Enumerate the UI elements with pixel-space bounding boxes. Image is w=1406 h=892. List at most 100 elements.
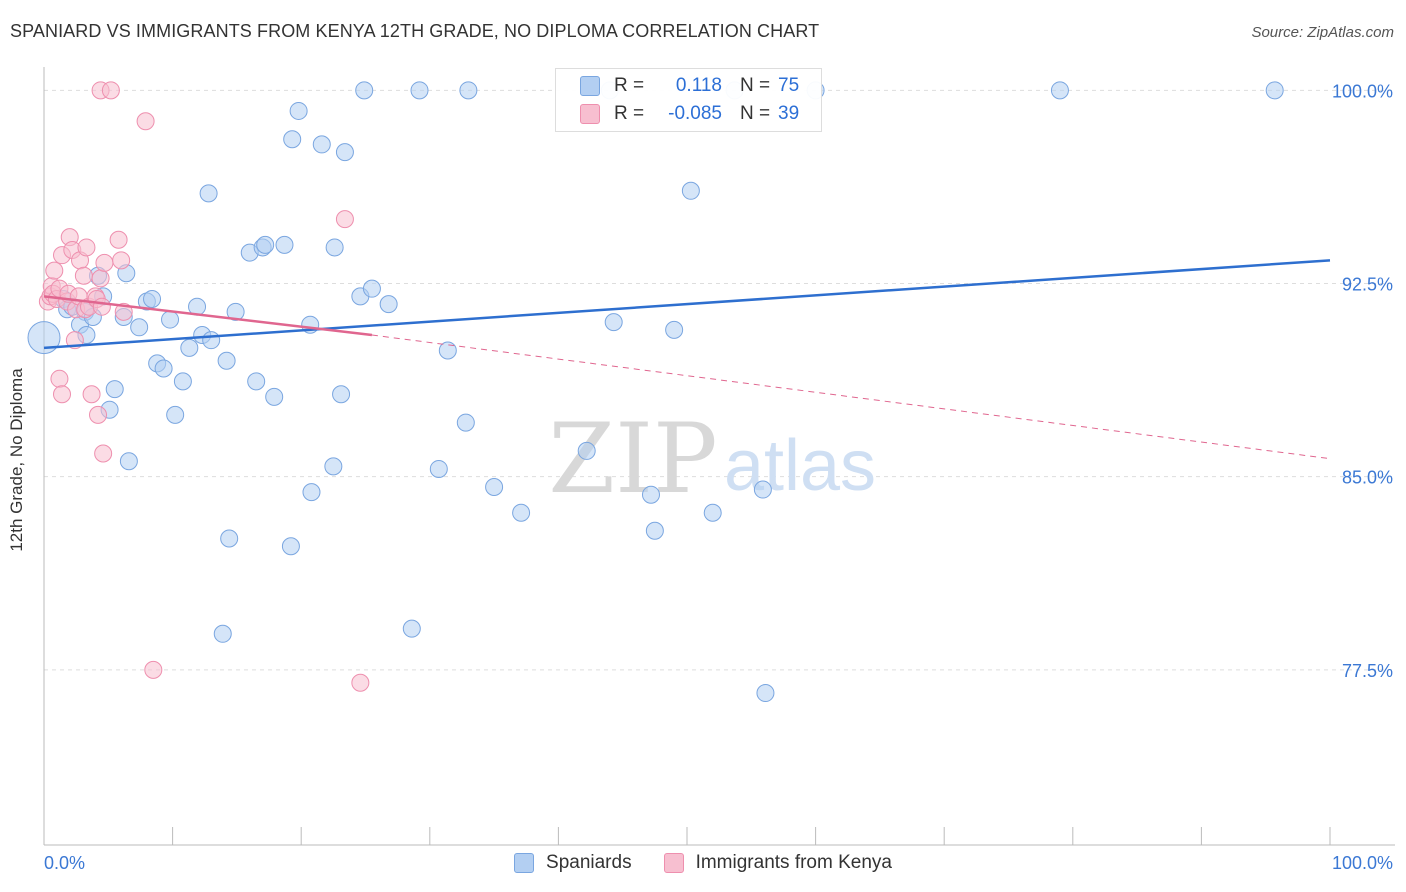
spaniards-point bbox=[410, 81, 429, 100]
spaniards-swatch bbox=[580, 76, 600, 96]
spaniards-point bbox=[379, 295, 398, 314]
spaniards-point bbox=[512, 503, 531, 522]
spaniards-point bbox=[703, 503, 722, 522]
spaniards-point bbox=[289, 101, 308, 120]
kenya-swatch bbox=[580, 104, 600, 124]
legend-row-spaniards: R = 0.118 N = 75 bbox=[556, 73, 799, 99]
kenya-point bbox=[82, 385, 101, 404]
kenya-points bbox=[38, 81, 370, 692]
n-value: 39 bbox=[778, 103, 800, 124]
spaniards-point bbox=[226, 302, 245, 321]
spaniards-point bbox=[213, 624, 232, 643]
kenya-point bbox=[136, 112, 155, 131]
spaniards-point bbox=[247, 372, 266, 391]
kenya-point bbox=[50, 369, 69, 388]
kenya-trend-extension bbox=[371, 334, 1331, 460]
legend-label-spaniards: Spaniards bbox=[546, 852, 632, 873]
y-tick-label: 100.0% bbox=[1332, 81, 1393, 101]
spaniards-point bbox=[604, 313, 623, 332]
spaniards-point bbox=[459, 81, 478, 100]
spaniards-point bbox=[335, 143, 354, 162]
watermark: ZIP atlas bbox=[548, 403, 876, 515]
spaniards-point bbox=[199, 184, 218, 203]
kenya-point bbox=[74, 266, 93, 285]
spaniards-point bbox=[180, 338, 199, 357]
kenya-point bbox=[77, 238, 96, 257]
spaniards-point bbox=[355, 81, 374, 100]
tick-labels: 100.0% 92.5% 85.0% 77.5% 0.0% 100.0% bbox=[44, 81, 1393, 873]
r-value: -0.085 bbox=[668, 103, 722, 124]
spaniards-point bbox=[119, 452, 138, 471]
spaniards-point bbox=[645, 521, 664, 540]
legend-label-kenya: Immigrants from Kenya bbox=[695, 852, 892, 873]
spaniards-point bbox=[27, 321, 61, 355]
kenya-point bbox=[92, 297, 111, 316]
spaniards-point bbox=[265, 387, 284, 406]
spaniards-point bbox=[577, 441, 596, 460]
r-label: R = bbox=[614, 75, 645, 96]
legend-item-kenya: Immigrants from Kenya bbox=[663, 852, 892, 874]
spaniards-point bbox=[154, 359, 173, 378]
spaniards-point bbox=[681, 181, 700, 200]
spaniards-point bbox=[665, 320, 684, 339]
n-value: 75 bbox=[778, 75, 800, 96]
r-value: 0.118 bbox=[675, 75, 722, 96]
spaniards-point bbox=[202, 331, 221, 350]
spaniards-point bbox=[438, 341, 457, 360]
spaniards-point bbox=[402, 619, 421, 638]
spaniards-point bbox=[256, 235, 275, 254]
spaniards-point bbox=[143, 289, 162, 308]
x-tick-label: 100.0% bbox=[1332, 853, 1393, 873]
spaniards-point bbox=[130, 318, 149, 337]
trend-lines bbox=[43, 259, 1331, 460]
spaniards-point bbox=[641, 485, 660, 504]
kenya-point bbox=[109, 230, 128, 249]
chart-title: SPANIARD VS IMMIGRANTS FROM KENYA 12TH G… bbox=[10, 21, 820, 41]
spaniards-point bbox=[105, 380, 124, 399]
spaniards-point bbox=[283, 130, 302, 149]
spaniards-point bbox=[1050, 81, 1069, 100]
kenya-point bbox=[53, 385, 72, 404]
kenya-point bbox=[89, 405, 108, 424]
watermark-atlas: atlas bbox=[724, 426, 876, 506]
kenya-legend-swatch bbox=[663, 853, 684, 873]
r-label: R = bbox=[614, 103, 645, 124]
spaniards-legend-swatch bbox=[514, 853, 535, 873]
kenya-point bbox=[114, 302, 133, 321]
spaniards-point bbox=[362, 279, 381, 298]
spaniards-point bbox=[1265, 81, 1284, 100]
spaniards-point bbox=[161, 310, 180, 329]
spaniards-point bbox=[332, 385, 351, 404]
y-tick-label: 85.0% bbox=[1342, 468, 1393, 488]
spaniards-trend-line bbox=[43, 259, 1331, 350]
axes bbox=[43, 67, 1395, 846]
spaniards-point bbox=[217, 351, 236, 370]
kenya-point bbox=[94, 444, 113, 463]
watermark-zip: ZIP bbox=[548, 403, 717, 515]
spaniards-point bbox=[275, 235, 294, 254]
kenya-point bbox=[335, 210, 354, 229]
kenya-point bbox=[95, 253, 114, 272]
kenya-point bbox=[351, 673, 370, 692]
kenya-point bbox=[112, 251, 131, 270]
y-tick-label: 92.5% bbox=[1342, 275, 1393, 295]
spaniards-points bbox=[27, 81, 1284, 703]
source-label: Source: ZipAtlas.com bbox=[1251, 24, 1394, 41]
spaniards-point bbox=[456, 413, 475, 432]
kenya-point bbox=[45, 261, 64, 280]
spaniards-point bbox=[756, 684, 775, 703]
spaniards-point bbox=[485, 477, 504, 496]
legend-item-spaniards: Spaniards bbox=[514, 852, 632, 874]
n-label: N = bbox=[740, 75, 771, 96]
spaniards-point bbox=[166, 405, 185, 424]
kenya-point bbox=[101, 81, 120, 100]
y-axis-label: 12th Grade, No Diploma bbox=[7, 368, 26, 552]
n-label: N = bbox=[740, 103, 771, 124]
spaniards-point bbox=[753, 480, 772, 499]
spaniards-point bbox=[173, 372, 192, 391]
kenya-point bbox=[144, 660, 163, 679]
x-tick-label: 0.0% bbox=[44, 853, 85, 873]
grid-lines bbox=[44, 89, 1395, 671]
spaniards-point bbox=[325, 238, 344, 257]
